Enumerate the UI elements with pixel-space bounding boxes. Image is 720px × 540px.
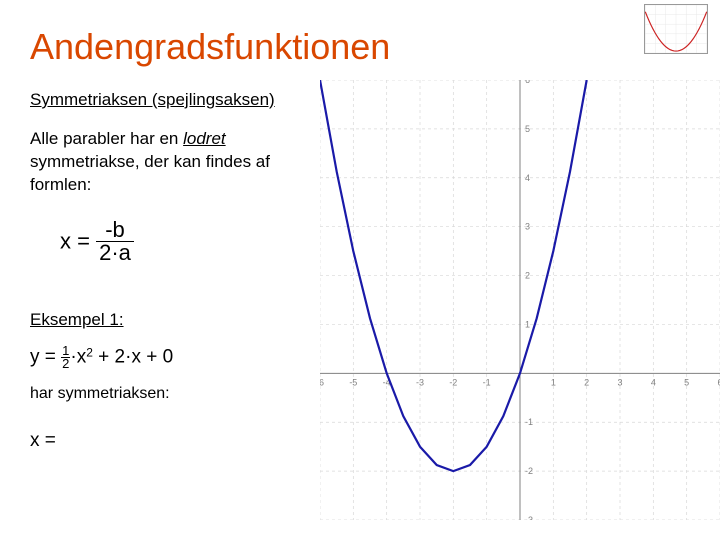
eq-half-d: 2 [61, 358, 70, 370]
subtitle: Symmetriaksen (spejlingsaksen) [30, 90, 275, 110]
svg-text:2: 2 [525, 271, 530, 281]
formula-den: 2·a [96, 242, 134, 264]
svg-text:2: 2 [584, 377, 589, 387]
svg-text:-2: -2 [449, 377, 457, 387]
example-heading: Eksempel 1: [30, 310, 124, 330]
svg-text:-1: -1 [525, 417, 533, 427]
eq-rhs: ·x [70, 347, 86, 368]
svg-text:-5: -5 [349, 377, 357, 387]
svg-text:1: 1 [551, 377, 556, 387]
svg-text:3: 3 [525, 222, 530, 232]
svg-text:5: 5 [684, 377, 689, 387]
formula-fraction: -b2·a [96, 219, 134, 264]
formula-lhs: x = [60, 228, 96, 253]
example-equation: y = 12·x2 + 2·x + 0 [30, 345, 173, 369]
svg-text:-6: -6 [320, 377, 324, 387]
example-result: x = [30, 430, 56, 452]
svg-text:5: 5 [525, 124, 530, 134]
intro-text-a: Alle parabler har en [30, 129, 183, 148]
thumbnail-icon [644, 4, 708, 54]
eq-tail: + 2·x + 0 [93, 347, 173, 368]
svg-text:6: 6 [525, 80, 530, 85]
svg-text:3: 3 [617, 377, 622, 387]
page-title: Andengradsfunktionen [30, 26, 390, 68]
eq-half: 12 [61, 345, 70, 369]
parabola-chart: -6-5-4-3-2-1123456-3-2-1123456 [320, 80, 720, 520]
svg-text:-2: -2 [525, 466, 533, 476]
svg-text:4: 4 [525, 173, 530, 183]
formula-num: -b [96, 219, 134, 242]
intro-text-c: symmetriakse, der kan findes af formlen: [30, 152, 270, 194]
intro-text-emph: lodret [183, 129, 226, 148]
svg-text:-1: -1 [483, 377, 491, 387]
example-p2: har symmetriaksen: [30, 385, 170, 403]
svg-text:1: 1 [525, 319, 530, 329]
eq-lhs: y = [30, 347, 61, 368]
symmetry-formula: x = -b2·a [60, 220, 134, 265]
svg-text:-3: -3 [416, 377, 424, 387]
svg-text:-3: -3 [525, 515, 533, 520]
svg-text:4: 4 [651, 377, 656, 387]
intro-paragraph: Alle parabler har en lodret symmetriakse… [30, 128, 310, 197]
eq-exp: 2 [86, 346, 93, 360]
slide: Andengradsfunktionen Symmetriaksen (spej… [0, 0, 720, 540]
